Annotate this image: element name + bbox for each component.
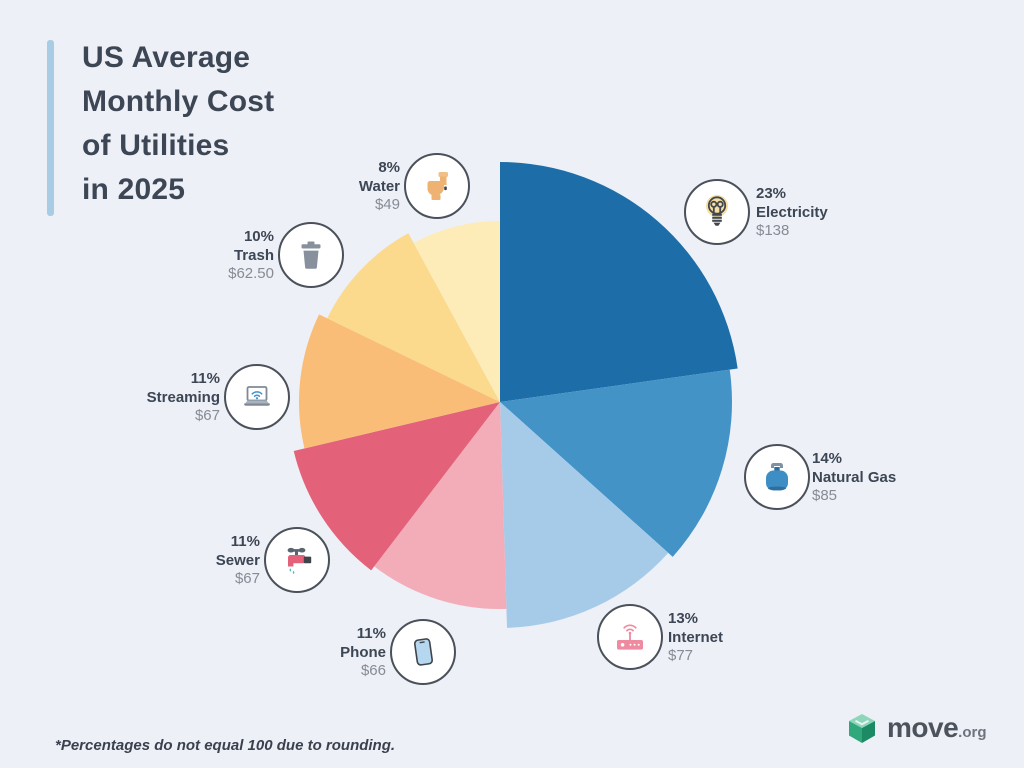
open-box-cube-icon [849, 714, 875, 743]
pie-slice-internet [500, 402, 669, 628]
trash-pct: 10% [243, 228, 274, 245]
water-icon-circle [404, 153, 470, 219]
internet-amount: $77 [668, 647, 694, 664]
phone-icon-circle [390, 619, 456, 685]
electricity-pct: 23% [756, 185, 787, 202]
trash-can-icon [301, 241, 321, 269]
phone-amount: $66 [360, 662, 386, 679]
wifi-router-icon [617, 624, 643, 650]
water-amount: $49 [374, 196, 400, 213]
title-line-1: US Average [82, 41, 251, 74]
pie-slice-trash [327, 233, 500, 402]
trash-amount: $62.50 [228, 265, 274, 282]
logo-tld-text: .org [958, 724, 987, 741]
streaming-icon-circle [224, 364, 290, 430]
title-line-4: in 2025 [82, 173, 186, 206]
internet-name: Internet [668, 628, 724, 646]
faucet-icon [287, 547, 312, 574]
electricity-amount: $138 [756, 222, 790, 239]
streaming-callout: 11% Streaming $67 [147, 370, 220, 426]
electricity-callout: 23% Electricity $138 [756, 185, 828, 241]
page-title: US Average Monthly Cost of Utilities in … [82, 36, 274, 216]
streaming-amount: $67 [194, 407, 220, 424]
streaming-pct: 11% [190, 370, 220, 387]
water-name: Water [358, 177, 400, 195]
natural-gas-name: Natural Gas [812, 468, 897, 486]
pie-slice-sewer [293, 402, 500, 571]
electricity-name: Electricity [756, 203, 828, 221]
natural-gas-pct: 14% [812, 450, 843, 467]
electricity-icon-circle [684, 179, 750, 245]
trash-callout: 10% Trash $62.50 [228, 228, 274, 284]
trash-name: Trash [233, 246, 274, 264]
pie-slice-electricity [500, 162, 738, 402]
water-pct: 8% [378, 159, 400, 176]
title-line-3: of Utilities [82, 129, 230, 162]
sewer-pct: 11% [230, 533, 260, 550]
trash-icon-circle [278, 222, 344, 288]
streaming-name: Streaming [146, 388, 220, 406]
footnote: *Percentages do not equal 100 due to rou… [55, 737, 396, 754]
sewer-icon-circle [264, 527, 330, 593]
title-block: US Average Monthly Cost of Utilities in … [47, 36, 274, 216]
logo-brand-text: move [887, 712, 959, 743]
internet-callout: 13% Internet $77 [668, 610, 723, 666]
pie-slice-water [413, 221, 500, 402]
lightbulb-icon [706, 195, 728, 226]
internet-icon-circle [597, 604, 663, 670]
pie-slice-streaming [298, 314, 500, 449]
smartphone-icon [413, 638, 434, 666]
natural-gas-callout: 14% Natural Gas $85 [812, 450, 896, 506]
title-line-2: Monthly Cost [82, 85, 275, 118]
propane-tank-icon [766, 463, 788, 491]
phone-name: Phone [340, 643, 386, 661]
pie-slice-phone [374, 402, 507, 610]
sewer-amount: $67 [234, 570, 260, 587]
water-callout: 8% Water $49 [359, 159, 400, 215]
internet-pct: 13% [668, 610, 699, 627]
pie-slice-natural-gas [500, 369, 732, 557]
laptop-wifi-icon [244, 386, 270, 406]
toilet-icon [427, 172, 448, 200]
natural-gas-icon-circle [744, 444, 810, 510]
move-org-logo: move .org [844, 710, 987, 746]
title-accent-bar [47, 40, 54, 216]
phone-callout: 11% Phone $66 [340, 625, 386, 681]
sewer-name: Sewer [215, 551, 260, 569]
phone-pct: 11% [356, 625, 386, 642]
natural-gas-amount: $85 [812, 487, 838, 504]
sewer-callout: 11% Sewer $67 [216, 533, 260, 589]
